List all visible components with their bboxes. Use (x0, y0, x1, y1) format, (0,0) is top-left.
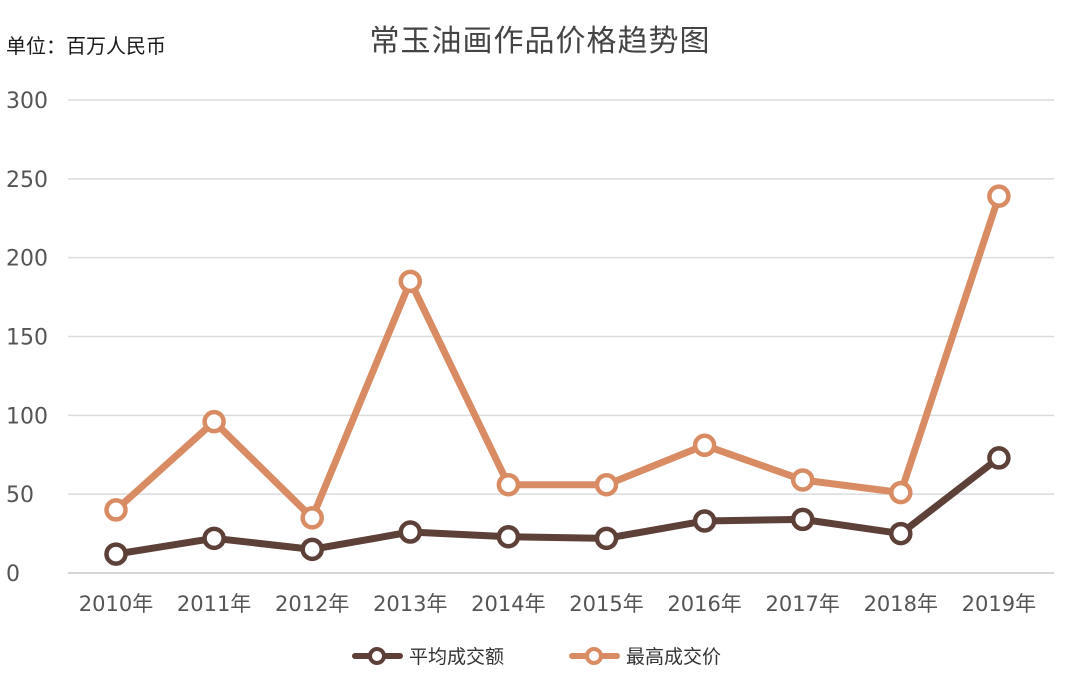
x-tick-label: 2013年 (373, 592, 447, 616)
data-point (790, 507, 815, 532)
y-tick-label: 300 (6, 89, 48, 114)
x-tick-label: 2016年 (667, 592, 741, 616)
legend-marker (585, 647, 603, 665)
data-point (889, 521, 913, 546)
y-tick-label: 200 (6, 247, 48, 272)
series-line (112, 192, 1003, 522)
data-point (594, 526, 619, 551)
data-point (496, 472, 521, 497)
chart-title: 常玉油画作品价格趋势图 (369, 24, 711, 59)
x-tick-label: 2017年 (765, 592, 839, 616)
unit-label: 单位：百万人民币 (6, 34, 166, 58)
data-point (692, 509, 717, 533)
x-tick-label: 2015年 (569, 592, 643, 616)
series-line (112, 454, 1003, 558)
data-point (202, 409, 226, 434)
x-tick-label: 2018年 (864, 592, 938, 616)
data-point (300, 537, 324, 562)
y-tick-label: 0 (6, 562, 20, 587)
y-tick-label: 100 (6, 404, 48, 429)
data-point (202, 526, 226, 551)
data-point (104, 498, 128, 522)
y-tick-label: 250 (6, 168, 48, 193)
legend-marker (368, 647, 386, 665)
data-point (398, 269, 423, 294)
y-tick-label: 50 (6, 483, 34, 508)
data-point (692, 433, 717, 458)
x-tick-label: 2019年 (962, 592, 1036, 616)
legend-label: 平均成交额 (409, 646, 504, 668)
x-tick-label: 2010年 (79, 592, 153, 616)
data-point (398, 520, 423, 544)
x-tick-label: 2014年 (471, 592, 545, 616)
y-tick-label: 150 (6, 326, 48, 351)
data-point (790, 468, 815, 492)
data-point (300, 506, 324, 530)
x-tick-label: 2012年 (275, 592, 349, 616)
legend-label: 最高成交价 (626, 646, 721, 668)
data-point (496, 524, 521, 549)
data-point (594, 472, 619, 497)
x-tick-label: 2011年 (177, 592, 251, 616)
data-point (889, 480, 913, 505)
data-point (104, 542, 128, 566)
data-point (987, 184, 1011, 208)
data-point (987, 446, 1011, 470)
